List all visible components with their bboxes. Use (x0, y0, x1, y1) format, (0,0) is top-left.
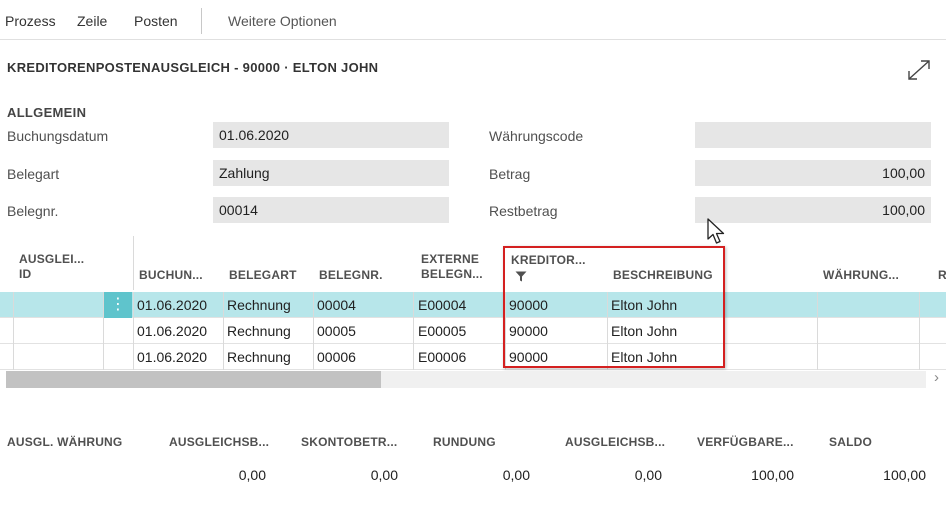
table-row[interactable]: ⋮ 01.06.2020 Rechnung 00004 E00004 90000… (0, 292, 946, 318)
cell-date: 01.06.2020 (137, 323, 208, 339)
col-header-ausgleich-id-line1: AUSGLEI... (19, 252, 85, 266)
col-header-ausgleich-id-line2: ID (19, 267, 32, 281)
col-header-externe-line2: BELEGN... (421, 267, 483, 281)
cell-kreditor: 90000 (509, 297, 548, 313)
horizontal-scrollbar-thumb[interactable] (6, 371, 381, 388)
waehrungscode-label: Währungscode (489, 128, 584, 144)
footer-value-rundung: 0,00 (502, 467, 530, 483)
column-divider (505, 292, 506, 370)
column-divider (817, 292, 818, 370)
page-title: KREDITORENPOSTENAUSGLEICH - 90000 · ELTO… (7, 60, 379, 75)
header-divider (133, 236, 134, 290)
menu-prozess[interactable]: Prozess (5, 13, 56, 29)
cell-beschreibung: Elton John (611, 323, 678, 339)
cell-belegnr: 00004 (317, 297, 356, 313)
cell-belegart: Rechnung (227, 349, 291, 365)
cell-belegart: Rechnung (227, 323, 291, 339)
cell-extern: E00005 (418, 323, 467, 339)
cell-date: 01.06.2020 (137, 349, 208, 365)
footer-value-verfuegbar: 100,00 (751, 467, 794, 483)
col-header-kreditor-label: KREDITOR... (511, 253, 586, 267)
col-header-externe-belegnr[interactable]: EXTERNE BELEGN... (421, 252, 483, 282)
cell-beschreibung: Elton John (611, 349, 678, 365)
cell-extern: E00004 (418, 297, 467, 313)
cell-date: 01.06.2020 (137, 297, 208, 313)
footer-header-ausgleichsbetrag: AUSGLEICHSB... (169, 435, 270, 449)
column-divider (413, 292, 414, 370)
belegart-field[interactable]: Zahlung (213, 160, 449, 186)
cell-beschreibung: Elton John (611, 297, 678, 313)
footer-header-rundung: RUNDUNG (433, 435, 496, 449)
table-row[interactable]: 01.06.2020 Rechnung 00006 E00006 90000 E… (0, 344, 946, 370)
col-header-ausgleich-id[interactable]: AUSGLEI... ID (19, 252, 84, 282)
highlight-box (503, 246, 725, 368)
col-header-buchungsdatum[interactable]: BUCHUN... (139, 268, 203, 282)
belegnr-label: Belegnr. (7, 203, 59, 219)
waehrungscode-field[interactable] (695, 122, 931, 148)
restbetrag-label: Restbetrag (489, 203, 558, 219)
column-divider (223, 292, 224, 370)
belegart-label: Belegart (7, 166, 60, 182)
footer-header-saldo: SALDO (829, 435, 872, 449)
col-header-waehrung[interactable]: WÄHRUNG... (823, 268, 899, 282)
footer-value-ausgleichsbetrag: 0,00 (238, 467, 266, 483)
footer-value-skontobetrag: 0,00 (370, 467, 398, 483)
footer-header-ausgl-waehrung: AUSGL. WÄHRUNG (7, 435, 123, 449)
column-divider (313, 292, 314, 370)
menu-zeile[interactable]: Zeile (77, 13, 108, 29)
column-divider (133, 292, 134, 370)
section-title-allgemein: ALLGEMEIN (7, 105, 87, 120)
betrag-label: Betrag (489, 166, 531, 182)
col-header-belegart[interactable]: BELEGART (229, 268, 297, 282)
betrag-field[interactable]: 100,00 (695, 160, 931, 186)
expand-icon[interactable] (906, 58, 932, 82)
footer-header-ausgleichsbetrag-2: AUSGLEICHSB... (565, 435, 666, 449)
col-header-cut[interactable]: R (938, 268, 946, 282)
restbetrag-field[interactable]: 100,00 (695, 197, 931, 223)
cell-kreditor: 90000 (509, 323, 548, 339)
footer-value-ausgleichsbetrag-2: 0,00 (634, 467, 662, 483)
footer-header-verfuegbar: VERFÜGBARE... (697, 435, 794, 449)
cell-belegnr: 00006 (317, 349, 356, 365)
mouse-pointer-icon (707, 218, 725, 244)
filter-icon[interactable] (515, 271, 527, 282)
cell-belegart: Rechnung (227, 297, 291, 313)
more-vertical-icon[interactable]: ⋮ (104, 292, 132, 318)
scroll-right-icon[interactable]: › (934, 369, 939, 386)
menu-divider (0, 39, 946, 40)
buchungsdatum-field[interactable]: 01.06.2020 (213, 122, 449, 148)
col-header-kreditor[interactable]: KREDITOR... (511, 253, 586, 282)
column-divider (13, 292, 14, 370)
column-divider (103, 292, 104, 370)
table-row[interactable]: 01.06.2020 Rechnung 00005 E00005 90000 E… (0, 318, 946, 344)
menu-posten[interactable]: Posten (134, 13, 178, 29)
cell-extern: E00006 (418, 349, 467, 365)
cell-belegnr: 00005 (317, 323, 356, 339)
column-divider (919, 292, 920, 370)
col-header-belegnr[interactable]: BELEGNR. (319, 268, 383, 282)
belegnr-field[interactable]: 00014 (213, 197, 449, 223)
column-divider (607, 292, 608, 370)
buchungsdatum-label: Buchungsdatum (7, 128, 109, 144)
menu-weitere-optionen[interactable]: Weitere Optionen (228, 13, 337, 29)
footer-header-skontobetrag: SKONTOBETR... (301, 435, 398, 449)
menu-separator (201, 8, 202, 34)
footer-value-saldo: 100,00 (883, 467, 926, 483)
col-header-beschreibung[interactable]: BESCHREIBUNG (613, 268, 713, 282)
col-header-externe-line1: EXTERNE (421, 252, 480, 266)
cell-kreditor: 90000 (509, 349, 548, 365)
